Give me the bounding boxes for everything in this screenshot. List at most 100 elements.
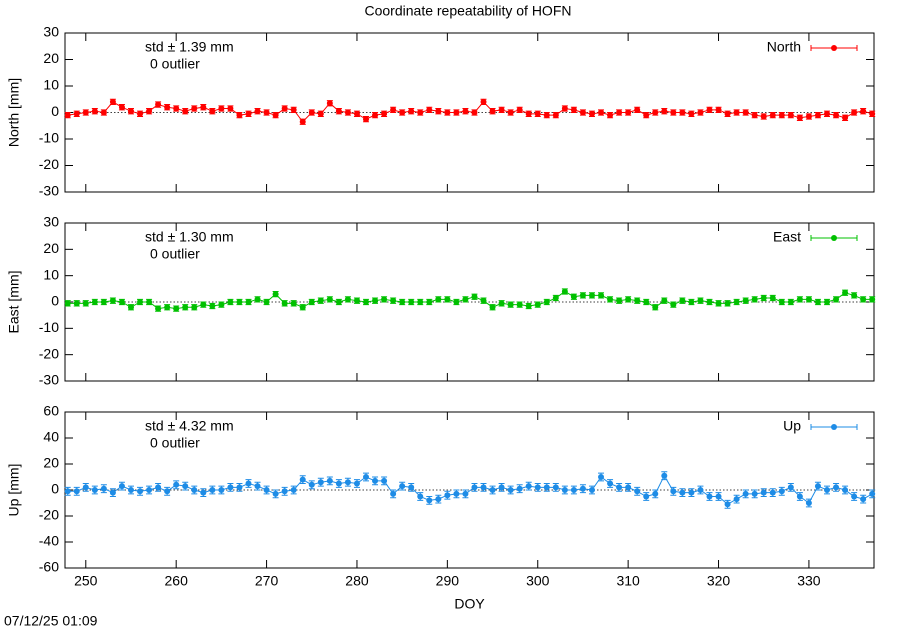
point (146, 299, 153, 305)
point (860, 496, 867, 503)
point (543, 484, 550, 491)
point (480, 484, 487, 491)
point (344, 109, 351, 116)
point (218, 301, 225, 308)
point (272, 490, 279, 497)
point (399, 299, 406, 305)
point (408, 484, 415, 491)
point (480, 98, 487, 105)
point (760, 295, 767, 302)
point (200, 301, 207, 308)
point (778, 488, 785, 495)
point (453, 299, 460, 305)
point (209, 108, 216, 115)
point (137, 299, 144, 305)
point (435, 496, 442, 503)
point (326, 296, 333, 303)
point (579, 292, 586, 299)
outlier-annotation: 0 outlier (150, 56, 200, 72)
point (326, 477, 333, 484)
point (182, 483, 189, 490)
point (155, 305, 162, 312)
point (607, 296, 614, 303)
point (860, 296, 867, 303)
point (245, 480, 252, 487)
point (579, 485, 586, 492)
point (73, 300, 80, 307)
point (697, 297, 704, 304)
y-tick-label: 10 (43, 77, 59, 93)
point (498, 484, 505, 491)
point (64, 112, 71, 119)
point (489, 304, 496, 311)
point (399, 483, 406, 490)
point (227, 105, 234, 112)
point (814, 299, 821, 305)
point (598, 474, 605, 480)
point (173, 305, 180, 312)
point (200, 489, 207, 496)
point (561, 288, 568, 295)
point (444, 109, 451, 116)
point (444, 492, 451, 499)
point (616, 109, 623, 116)
y-tick-label: -10 (39, 130, 59, 146)
point (842, 114, 849, 121)
point (579, 109, 586, 116)
point (516, 485, 523, 492)
point (661, 108, 668, 115)
point (860, 108, 867, 115)
point (335, 108, 342, 115)
point (525, 110, 532, 117)
point (525, 483, 532, 490)
x-axis-label: DOY (454, 596, 485, 612)
y-tick-label: 20 (43, 240, 59, 256)
point (588, 110, 595, 117)
point (326, 100, 333, 107)
point (191, 487, 198, 493)
point (480, 297, 487, 304)
point (652, 304, 659, 311)
point (670, 488, 677, 495)
point (200, 104, 207, 111)
point (787, 484, 794, 491)
y-tick-label: 10 (43, 266, 59, 282)
point (462, 296, 469, 303)
point (706, 493, 713, 500)
legend-label: Up (783, 418, 801, 434)
point (489, 108, 496, 115)
point (724, 501, 731, 508)
legend-marker (831, 424, 837, 430)
point (561, 105, 568, 112)
point (272, 291, 279, 298)
point (236, 484, 243, 491)
point (733, 299, 740, 305)
point (570, 487, 577, 493)
point (823, 299, 830, 305)
point (543, 112, 550, 119)
point (263, 109, 270, 116)
point (390, 106, 397, 113)
point (173, 105, 180, 112)
point (805, 296, 812, 303)
point (498, 300, 505, 307)
point (363, 474, 370, 480)
point (408, 299, 415, 305)
point (534, 484, 541, 491)
point (417, 493, 424, 500)
y-axis-label: North [mm] (6, 78, 22, 147)
point (833, 112, 840, 119)
point (290, 106, 297, 113)
point (209, 302, 216, 309)
point (715, 300, 722, 307)
point (796, 114, 803, 121)
point (317, 110, 324, 117)
point (209, 487, 216, 493)
point (182, 108, 189, 115)
point (570, 293, 577, 300)
x-tick-label: 300 (526, 573, 550, 589)
point (760, 113, 767, 120)
point (724, 300, 731, 307)
point (643, 493, 650, 500)
point (426, 299, 433, 305)
